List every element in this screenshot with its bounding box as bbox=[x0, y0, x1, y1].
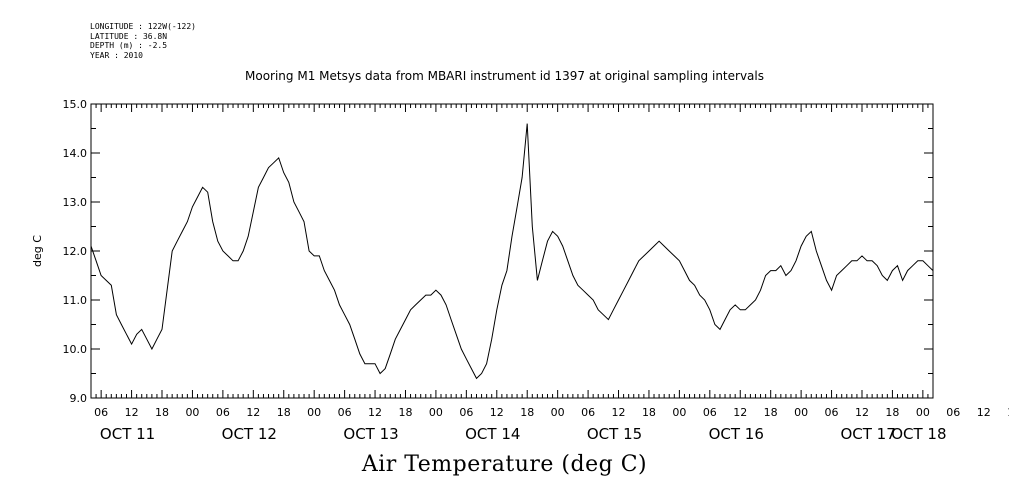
x-hour-label: 06 bbox=[338, 406, 352, 419]
x-day-label: OCT 18 bbox=[891, 425, 946, 443]
x-axis-title: Air Temperature (deg C) bbox=[361, 452, 648, 477]
x-day-label: OCT 16 bbox=[709, 425, 764, 443]
x-hour-label: 18 bbox=[155, 406, 169, 419]
meta-latitude: LATITUDE : 36.8N bbox=[90, 31, 168, 41]
y-tick-label: 10.0 bbox=[63, 343, 88, 356]
x-hour-label: 18 bbox=[885, 406, 899, 419]
x-hour-label: 06 bbox=[94, 406, 108, 419]
meta-depth: DEPTH (m) : -2.5 bbox=[90, 41, 168, 50]
x-day-label: OCT 14 bbox=[465, 425, 520, 443]
x-hour-label: 06 bbox=[216, 406, 230, 419]
dataset-metadata: LONGITUDE : 122W(-122) LATITUDE : 36.8N … bbox=[90, 22, 196, 60]
x-hour-label: 18 bbox=[398, 406, 412, 419]
x-hour-label: 12 bbox=[733, 406, 747, 419]
y-axis-label: deg C bbox=[31, 235, 44, 267]
x-hour-label: 12 bbox=[368, 406, 382, 419]
x-hour-label: 18 bbox=[520, 406, 534, 419]
x-hour-label: 00 bbox=[185, 406, 199, 419]
x-hour-label: 00 bbox=[794, 406, 808, 419]
x-hour-label: 18 bbox=[764, 406, 778, 419]
y-tick-label: 14.0 bbox=[63, 147, 88, 160]
y-tick-label: 11.0 bbox=[63, 294, 88, 307]
x-hour-label: 00 bbox=[672, 406, 686, 419]
x-hour-label: 06 bbox=[825, 406, 839, 419]
x-hour-label: 06 bbox=[946, 406, 960, 419]
x-hour-label: 18 bbox=[642, 406, 656, 419]
x-hour-label: 00 bbox=[916, 406, 930, 419]
x-day-label: OCT 11 bbox=[100, 425, 155, 443]
x-hour-label: 12 bbox=[977, 406, 991, 419]
x-day-label: OCT 13 bbox=[343, 425, 398, 443]
y-tick-label: 9.0 bbox=[70, 392, 88, 405]
x-hour-label: 06 bbox=[581, 406, 595, 419]
x-hour-label: 12 bbox=[125, 406, 139, 419]
x-hour-label: 00 bbox=[307, 406, 321, 419]
x-hour-label: 18 bbox=[277, 406, 291, 419]
x-day-label: OCT 15 bbox=[587, 425, 642, 443]
y-tick-label: 12.0 bbox=[63, 245, 88, 258]
x-hour-label: 12 bbox=[855, 406, 869, 419]
meta-longitude: LONGITUDE : 122W(-122) bbox=[90, 22, 196, 31]
x-hour-label: 06 bbox=[459, 406, 473, 419]
meta-year: YEAR : 2010 bbox=[90, 50, 143, 60]
chart-title: Mooring M1 Metsys data from MBARI instru… bbox=[245, 69, 764, 83]
x-hour-label: 00 bbox=[429, 406, 443, 419]
y-tick-label: 15.0 bbox=[63, 98, 88, 111]
series-line-air-temperature bbox=[90, 123, 934, 380]
y-tick-label: 13.0 bbox=[63, 196, 88, 209]
x-day-label: OCT 12 bbox=[222, 425, 277, 443]
plot-frame bbox=[90, 103, 934, 399]
x-hour-label: 18 bbox=[1007, 406, 1009, 419]
x-hour-label: 00 bbox=[551, 406, 565, 419]
x-hour-label: 06 bbox=[703, 406, 717, 419]
x-day-label: OCT 17 bbox=[840, 425, 895, 443]
x-hour-label: 12 bbox=[246, 406, 260, 419]
x-hour-label: 12 bbox=[490, 406, 504, 419]
x-hour-label: 12 bbox=[612, 406, 626, 419]
